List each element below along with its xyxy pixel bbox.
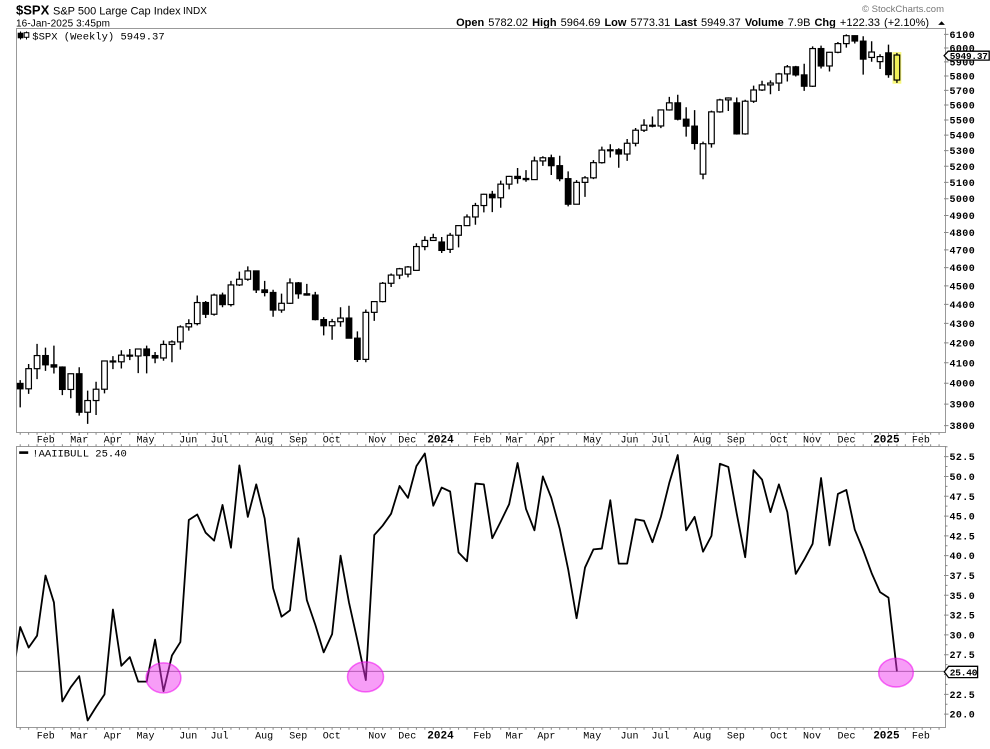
svg-text:Oct: Oct [770,436,788,447]
svg-text:Aug: Aug [693,436,711,447]
svg-text:Apr: Apr [537,436,555,447]
svg-text:2025: 2025 [873,435,900,447]
svg-text:May: May [583,436,601,447]
svg-text:Nov: Nov [368,436,386,447]
svg-text:Oct: Oct [770,732,788,743]
svg-text:22.5: 22.5 [950,691,976,702]
svg-text:Apr: Apr [104,732,122,743]
svg-text:Sep: Sep [727,732,745,743]
svg-text:5900: 5900 [950,58,976,69]
svg-text:2024: 2024 [427,731,454,743]
svg-text:37.5: 37.5 [950,572,976,583]
svg-text:25.40: 25.40 [950,667,978,678]
svg-text:52.5: 52.5 [950,453,976,464]
svg-text:Nov: Nov [803,436,821,447]
svg-text:2024: 2024 [427,435,454,447]
svg-text:6100: 6100 [950,31,976,42]
svg-text:50.0: 50.0 [950,473,976,484]
svg-text:Open 5782.02 High 5964.69 Low: Open 5782.02 High 5964.69 Low 5773.31 La… [456,17,929,29]
svg-text:Jul: Jul [651,435,669,447]
svg-text:5200: 5200 [950,163,976,174]
svg-text:Dec: Dec [837,732,855,743]
svg-text:Jun: Jun [620,732,638,743]
svg-text:May: May [136,732,154,743]
svg-text:Aug: Aug [255,436,273,447]
svg-text:Apr: Apr [537,732,555,743]
svg-text:2025: 2025 [873,731,900,743]
svg-text:5600: 5600 [950,102,976,113]
svg-text:5100: 5100 [950,179,976,190]
svg-text:Sep: Sep [289,436,307,447]
svg-text:May: May [136,436,154,447]
svg-text:4500: 4500 [950,282,976,293]
svg-text:4700: 4700 [950,246,976,257]
svg-text:Apr: Apr [104,436,122,447]
svg-text:Feb: Feb [37,435,55,447]
svg-text:Feb: Feb [473,731,491,743]
svg-text:5700: 5700 [950,87,976,98]
svg-text:4400: 4400 [950,301,976,312]
svg-text:Mar: Mar [70,732,88,743]
svg-text:5300: 5300 [950,147,976,158]
svg-text:Feb: Feb [912,435,930,447]
svg-text:Mar: Mar [505,436,523,447]
svg-text:© StockCharts.com: © StockCharts.com [862,4,944,15]
svg-text:May: May [583,732,601,743]
svg-text:47.5: 47.5 [950,493,976,504]
svg-text:5000: 5000 [950,195,976,206]
svg-text:5949.37: 5949.37 [950,51,988,62]
svg-text:Jul: Jul [210,435,228,447]
svg-text:Aug: Aug [693,732,711,743]
svg-text:4300: 4300 [950,320,976,331]
svg-text:$SPX: $SPX [16,3,50,18]
svg-text:40.0: 40.0 [950,552,976,563]
svg-text:Mar: Mar [70,436,88,447]
svg-text:5500: 5500 [950,116,976,127]
svg-text:4800: 4800 [950,229,976,240]
svg-text:Oct: Oct [323,436,341,447]
svg-text:32.5: 32.5 [950,612,976,623]
svg-text:Feb: Feb [473,435,491,447]
svg-text:3800: 3800 [950,422,976,433]
svg-text:4100: 4100 [950,359,976,370]
svg-text:4600: 4600 [950,264,976,275]
svg-text:Dec: Dec [837,436,855,447]
svg-text:Aug: Aug [255,732,273,743]
svg-text:42.5: 42.5 [950,532,976,543]
svg-text:4000: 4000 [950,380,976,391]
svg-text:Mar: Mar [505,732,523,743]
svg-text:45.0: 45.0 [950,513,976,524]
svg-text:Sep: Sep [289,732,307,743]
svg-text:Nov: Nov [368,732,386,743]
svg-text:S&P 500 Large Cap Index: S&P 500 Large Cap Index [53,6,181,18]
svg-text:5800: 5800 [950,73,976,84]
svg-text:Dec: Dec [398,732,416,743]
svg-text:16-Jan-2025 3:45pm: 16-Jan-2025 3:45pm [16,18,110,29]
svg-text:4900: 4900 [950,212,976,223]
svg-text:6000: 6000 [950,45,976,56]
svg-text:Nov: Nov [803,732,821,743]
svg-text:27.5: 27.5 [950,651,976,662]
svg-text:Feb: Feb [912,731,930,743]
svg-text:Dec: Dec [398,436,416,447]
svg-text:$SPX (Weekly) 5949.37: $SPX (Weekly) 5949.37 [32,31,164,43]
svg-text:5400: 5400 [950,132,976,143]
svg-text:Sep: Sep [727,436,745,447]
svg-text:!AAIIBULL 25.40: !AAIIBULL 25.40 [32,448,127,460]
svg-text:INDX: INDX [183,6,207,17]
svg-text:Jul: Jul [210,731,228,743]
svg-text:Jun: Jun [179,436,197,447]
svg-text:4200: 4200 [950,339,976,350]
svg-text:Oct: Oct [323,732,341,743]
svg-text:3900: 3900 [950,401,976,412]
svg-text:35.0: 35.0 [950,592,976,603]
svg-text:Jun: Jun [620,436,638,447]
svg-text:30.0: 30.0 [950,631,976,642]
svg-text:Feb: Feb [37,731,55,743]
svg-text:Jun: Jun [179,732,197,743]
svg-text:Jul: Jul [651,731,669,743]
svg-text:20.0: 20.0 [950,711,976,722]
